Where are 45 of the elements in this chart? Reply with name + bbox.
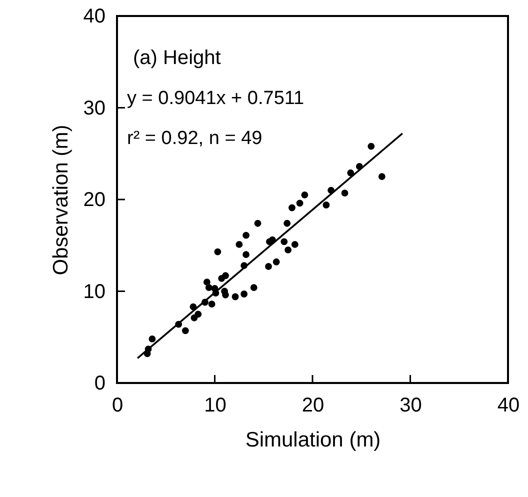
point [242, 232, 250, 239]
point [214, 248, 222, 256]
y-tick-label: 30 [83, 97, 106, 120]
point [301, 191, 308, 198]
point [368, 142, 375, 150]
y-tick-label: 40 [83, 6, 106, 28]
annotation: y = 0.9041x + 0.7511 [127, 88, 304, 109]
point [222, 291, 229, 298]
point [240, 290, 248, 298]
point [265, 263, 272, 270]
point [208, 300, 216, 308]
point [254, 220, 262, 227]
y-tick-label: 10 [83, 280, 106, 303]
point [242, 251, 250, 258]
point [378, 173, 386, 180]
point [296, 200, 304, 207]
point [272, 258, 280, 266]
point [232, 293, 239, 300]
point [288, 204, 296, 212]
point [203, 278, 210, 286]
point [194, 310, 202, 318]
point [236, 241, 243, 248]
y-tick-label: 0 [94, 372, 106, 394]
point [250, 284, 258, 292]
point [291, 241, 298, 248]
point [341, 190, 348, 197]
x-tick-label: 30 [400, 394, 422, 416]
point [322, 202, 330, 208]
x-tick-label: 10 [204, 394, 226, 416]
point [284, 220, 291, 227]
point [222, 272, 229, 280]
x-tick-label: 0 [112, 394, 124, 416]
point [205, 284, 212, 292]
y-axis-title: Observation (m) [49, 124, 72, 276]
point [280, 238, 288, 246]
annotation: r² = 0.92, n = 49 [127, 128, 262, 149]
x-tick-label: 40 [497, 394, 520, 416]
x-axis-title: Simulation (m) [245, 428, 381, 452]
point [182, 327, 189, 334]
x-tick-label: 20 [302, 394, 324, 416]
y-tick-label: 20 [83, 189, 106, 211]
annotation: (a) Height [133, 47, 222, 69]
point [284, 246, 292, 254]
point [148, 336, 156, 342]
point [347, 169, 354, 176]
